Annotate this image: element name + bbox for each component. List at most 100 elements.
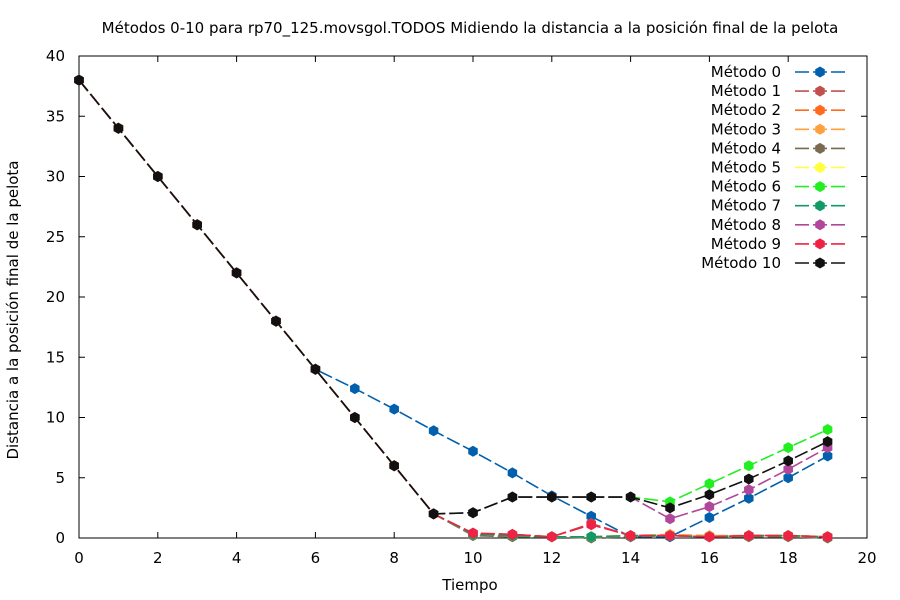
legend-item: Método 2	[711, 101, 845, 119]
legend-swatch-marker	[815, 200, 825, 212]
y-tick-label: 25	[46, 228, 65, 246]
x-axis-label: Tiempo	[441, 576, 497, 594]
y-tick-label: 30	[46, 168, 65, 186]
data-point	[744, 460, 754, 472]
data-point	[389, 460, 399, 472]
legend-item: Método 9	[711, 235, 845, 253]
y-tick-label: 5	[55, 469, 65, 487]
data-point	[507, 528, 518, 540]
data-point	[547, 491, 557, 503]
data-point	[704, 531, 715, 543]
data-point	[271, 315, 281, 327]
legend-item: Método 7	[711, 197, 845, 215]
data-point	[547, 531, 557, 543]
legend-item: Método 10	[701, 254, 845, 272]
data-point	[192, 219, 202, 231]
legend-swatch-marker	[815, 181, 825, 193]
data-point	[586, 519, 596, 531]
legend-item: Método 3	[711, 120, 845, 138]
legend-swatch-marker	[815, 66, 825, 78]
data-point	[783, 530, 793, 542]
legend-swatch-marker	[815, 238, 825, 250]
data-point	[704, 489, 715, 501]
data-point	[231, 267, 242, 279]
x-tick-label: 14	[621, 549, 640, 567]
data-point	[625, 491, 636, 503]
data-point	[113, 122, 124, 134]
legend-swatch-marker	[815, 123, 825, 135]
data-point	[665, 502, 675, 514]
data-point	[783, 455, 793, 467]
x-tick-label: 8	[389, 549, 399, 567]
y-tick-label: 15	[46, 348, 65, 366]
data-point	[822, 450, 833, 462]
data-point	[74, 74, 84, 86]
data-point	[744, 530, 754, 542]
data-point	[350, 412, 360, 423]
data-point	[428, 508, 439, 520]
data-point	[468, 445, 478, 457]
y-tick-label: 35	[46, 107, 65, 125]
data-point	[783, 472, 793, 484]
y-tick-label: 20	[46, 288, 65, 306]
legend-swatch-marker	[815, 85, 825, 97]
data-point	[428, 425, 439, 437]
data-point	[507, 467, 518, 479]
y-axis: 0 5 10 15 20 25 30 35 40	[46, 47, 867, 547]
data-point	[310, 363, 321, 375]
data-point	[468, 527, 478, 539]
legend-label: Método 0	[711, 63, 781, 81]
data-point	[586, 491, 596, 503]
legend-swatch-marker	[815, 104, 825, 116]
data-point	[822, 436, 833, 448]
x-tick-label: 0	[74, 549, 84, 567]
legend-item: Método 5	[711, 159, 845, 177]
legend-label: Método 6	[711, 178, 781, 196]
data-point	[822, 424, 833, 436]
series-metodo-10	[74, 74, 833, 520]
data-point	[350, 383, 360, 395]
data-point	[783, 442, 793, 454]
series-line	[78, 79, 828, 538]
data-point	[389, 403, 399, 415]
data-point	[665, 513, 675, 525]
series-line	[78, 79, 828, 538]
x-tick-label: 16	[700, 549, 719, 567]
x-tick-label: 12	[542, 549, 561, 567]
legend-label: Método 7	[711, 197, 781, 215]
legend-swatch-marker	[815, 162, 825, 173]
y-tick-label: 10	[46, 409, 65, 427]
x-tick-label: 10	[463, 549, 482, 567]
series-line	[78, 79, 828, 515]
y-axis-label: Distancia a la posición final de la pelo…	[4, 160, 22, 459]
legend-item: Método 8	[711, 216, 845, 234]
data-point	[665, 530, 675, 542]
data-point	[507, 491, 518, 503]
legend-item: Método 0	[711, 63, 845, 81]
legend-swatch-marker	[815, 219, 825, 231]
legend-label: Método 1	[711, 82, 781, 100]
data-point	[744, 484, 754, 496]
series-layer	[74, 74, 833, 544]
legend-label: Método 2	[711, 101, 781, 119]
data-point	[704, 478, 715, 490]
legend-swatch-marker	[815, 257, 825, 269]
x-axis: 0 2 4 6 8 10 12 14 16 18 20	[74, 56, 877, 567]
x-tick-label: 20	[857, 549, 876, 567]
data-point	[625, 530, 636, 542]
legend-label: Método 4	[711, 139, 781, 157]
data-point	[586, 531, 596, 543]
legend-label: Método 10	[701, 254, 781, 272]
x-tick-label: 6	[311, 549, 321, 567]
data-point	[153, 171, 163, 182]
legend-item: Método 1	[711, 82, 845, 100]
legend-label: Método 5	[711, 159, 781, 177]
legend-label: Método 8	[711, 216, 781, 234]
x-tick-label: 2	[153, 549, 163, 567]
legend-label: Método 9	[711, 235, 781, 253]
x-tick-label: 18	[779, 549, 798, 567]
x-tick-label: 4	[232, 549, 242, 567]
legend-item: Método 6	[711, 178, 845, 196]
legend-label: Método 3	[711, 120, 781, 138]
